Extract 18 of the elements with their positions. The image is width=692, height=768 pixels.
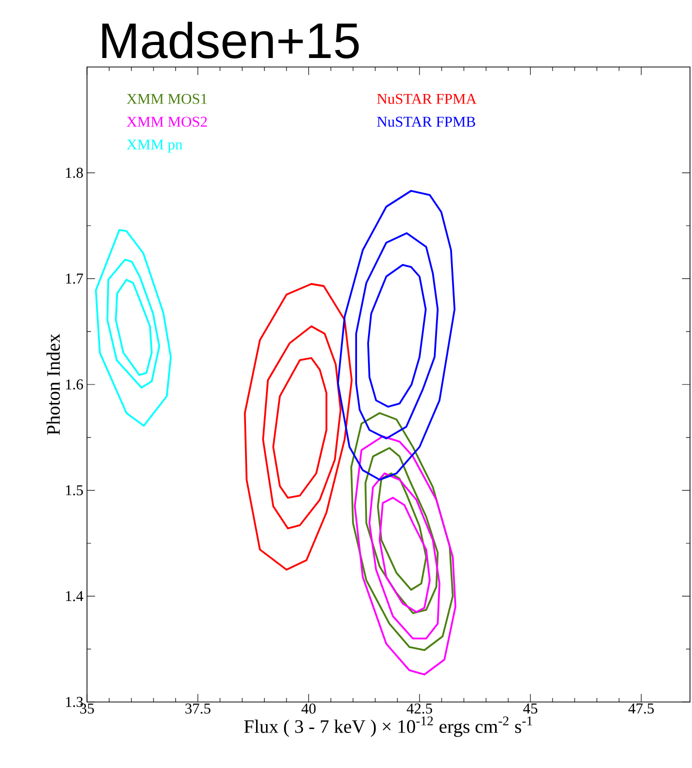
text: NuSTAR FPMA	[377, 94, 477, 104]
text: NuSTAR FPMB	[377, 116, 476, 127]
chart-title: Madsen+15	[102, 22, 359, 58]
x-tick-label: 45	[523, 704, 538, 714]
y-tick-label: 1.4	[66, 591, 84, 602]
text: XMM pn	[126, 140, 182, 153]
x-tick-label: 42.5	[406, 704, 432, 714]
y-axis-title: Photon Index	[46, 334, 60, 435]
text: XMM MOS2	[126, 116, 207, 127]
y-tick-label: 1.8	[66, 168, 83, 178]
x-axis-title: Flux ( 3 - 7 keV ) × 10$^{-12}$ ergs cm$^{-2}$ s$^{-1}$	[244, 716, 532, 737]
x-tick-label: 40	[301, 704, 316, 714]
text: XMM MOS1	[126, 94, 207, 104]
y-tick-label: 1.5	[66, 485, 83, 496]
y-tick-label: 1.7	[66, 274, 84, 284]
x-tick-label: 47.5	[628, 704, 654, 714]
x-tick-label: 37.5	[185, 704, 210, 714]
y-tick-label: 1.6	[66, 379, 84, 390]
